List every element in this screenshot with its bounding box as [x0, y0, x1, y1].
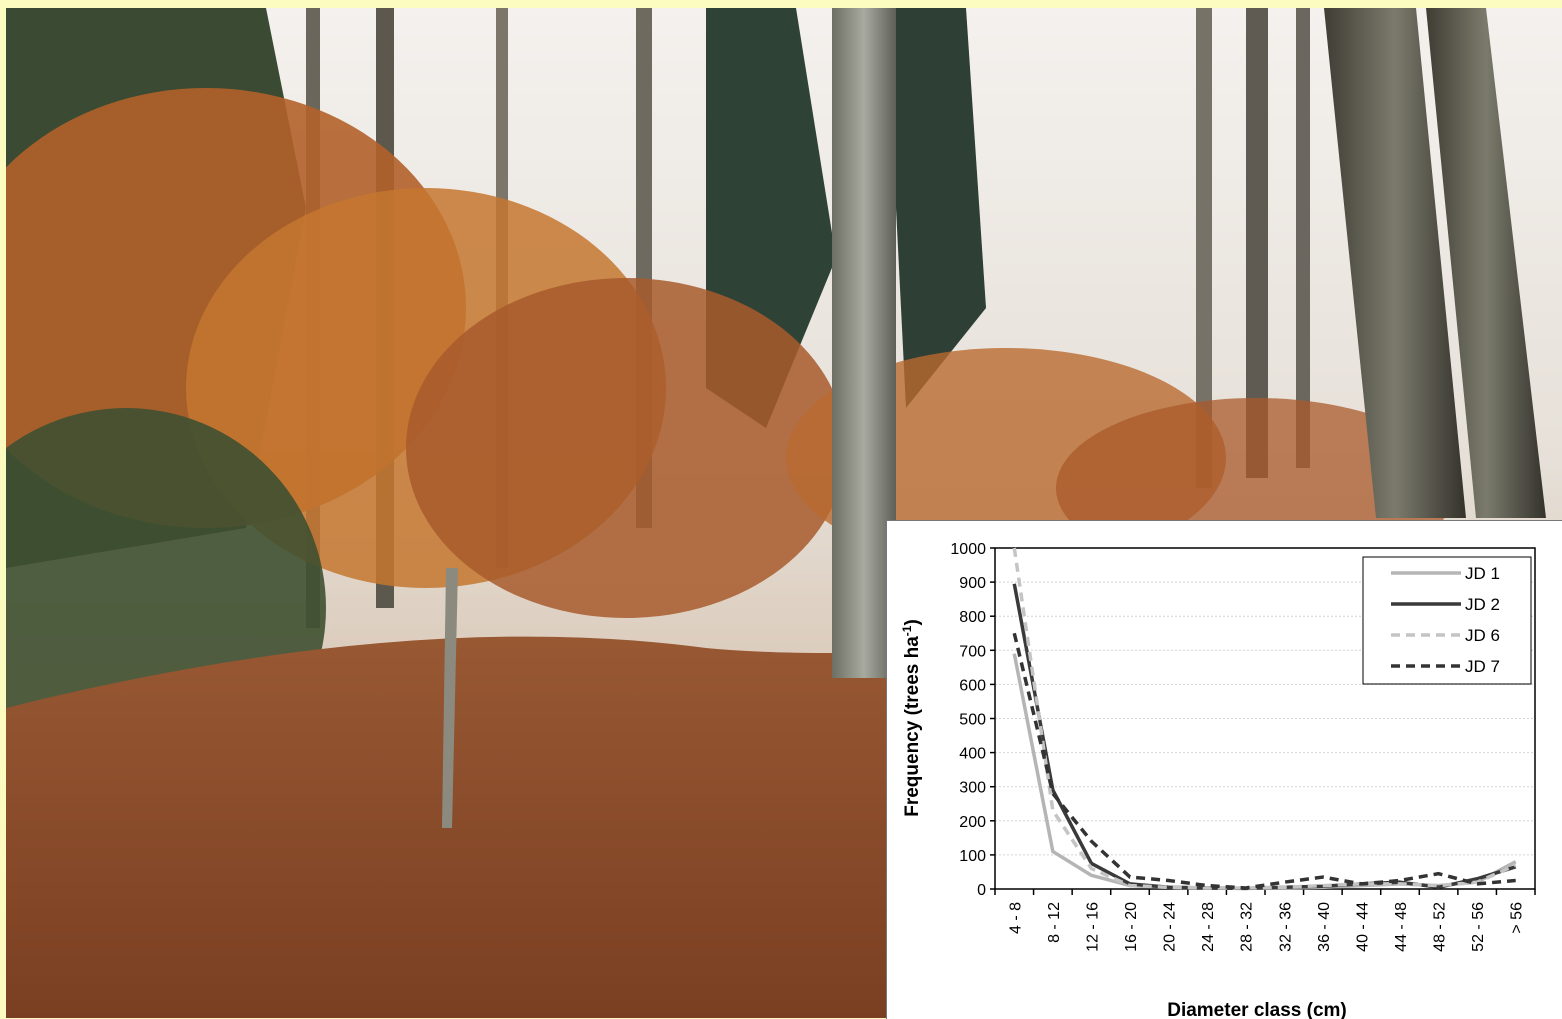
legend-box	[1362, 556, 1532, 685]
x-tick-label: 44 - 48	[1393, 902, 1410, 952]
y-tick-label: 500	[959, 712, 986, 729]
x-axis-ticks: 4 - 8 8 - 12 12 - 16 16 - 20 20 - 24 24 - 28 2…	[994, 889, 1536, 952]
x-tick-label: 20 - 24	[1162, 902, 1179, 952]
x-tick-label: 40 - 44	[1354, 902, 1371, 952]
x-tick-label: 12 - 16	[1084, 902, 1101, 952]
y-axis-ticks: 0 100 200 300 400 500 600 700 800 900 1000	[950, 541, 995, 899]
x-tick-label: 48 - 52	[1432, 902, 1449, 952]
x-tick-label: > 56	[1509, 902, 1526, 934]
x-tick-label: 28 - 32	[1239, 902, 1256, 952]
legend: JD 1 JD 2 JD 6 JD 7	[1362, 556, 1532, 685]
x-tick-label: 16 - 20	[1123, 902, 1140, 952]
y-tick-label: 700	[959, 643, 986, 660]
legend-label: JD 1	[1465, 564, 1500, 583]
x-tick-label: 4 - 8	[1007, 902, 1024, 934]
legend-label: JD 2	[1465, 595, 1500, 614]
y-tick-label: 300	[959, 780, 986, 797]
x-tick-label: 52 - 56	[1470, 902, 1487, 952]
chart-panel: 0 100 200 300 400 500 600 700 800 900 1000 4 - 8 8 …	[886, 520, 1562, 1019]
y-tick-label: 600	[959, 677, 986, 694]
series-line-jd-6	[1012, 547, 1517, 890]
diameter-frequency-chart: 0 100 200 300 400 500 600 700 800 900 1000 4 - 8 8 …	[900, 541, 1536, 1019]
legend-label: JD 7	[1465, 657, 1500, 676]
series-line-jd-1	[1012, 653, 1517, 891]
y-tick-label: 800	[959, 609, 986, 626]
x-axis-title: Diameter class (cm)	[1167, 1000, 1347, 1019]
y-tick-label: 0	[977, 882, 986, 899]
y-tick-label: 100	[959, 848, 986, 865]
y-tick-label: 200	[959, 814, 986, 831]
x-tick-label: 32 - 36	[1277, 902, 1294, 952]
legend-label: JD 6	[1465, 626, 1500, 645]
x-tick-label: 36 - 40	[1316, 902, 1333, 952]
y-tick-label: 900	[959, 575, 986, 592]
y-axis-title: Frequency (trees ha-1)	[900, 619, 923, 817]
series-lines	[1012, 547, 1517, 891]
x-tick-label: 8 - 12	[1046, 902, 1063, 943]
y-tick-label: 400	[959, 746, 986, 763]
y-tick-label: 1000	[950, 541, 986, 558]
x-tick-label: 24 - 28	[1200, 902, 1217, 952]
